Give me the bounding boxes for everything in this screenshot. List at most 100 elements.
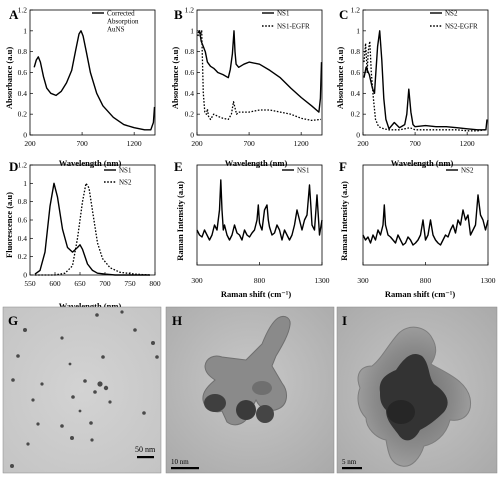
x-tick-label: 700 xyxy=(409,139,421,148)
series-line-2 xyxy=(197,30,322,122)
scale-label-g: 50 nm xyxy=(135,445,156,454)
y-tick-label: 0.2 xyxy=(185,110,195,119)
series-line-1 xyxy=(196,179,323,241)
x-tick-label: 700 xyxy=(243,139,255,148)
axis-ylabel-d: Fluorescence (a.u) xyxy=(4,192,14,258)
y-tick-label: 0 xyxy=(190,131,194,140)
nanostar-particles xyxy=(10,310,159,468)
panel-letter-d: D xyxy=(9,159,18,174)
y-tick-label: 0.4 xyxy=(18,234,28,243)
y-tick-label: 1.2 xyxy=(18,6,28,15)
legend-label: NS2 xyxy=(119,179,132,187)
y-tick-label: 0.4 xyxy=(351,89,361,98)
x-tick-label: 550 xyxy=(24,279,36,288)
y-tick-label: 0.2 xyxy=(18,252,28,261)
x-tick-label: 200 xyxy=(24,139,36,148)
scale-bar-i xyxy=(342,467,362,470)
axis-ylabel-c: Absorbance (a.u) xyxy=(335,47,345,110)
y-tick-label: 1 xyxy=(356,26,360,35)
tem-panel-i: 5 nm I xyxy=(336,306,498,474)
series-line-1 xyxy=(34,182,150,276)
y-tick-label: 1.2 xyxy=(351,6,361,15)
axis-xlabel-b: Wavelength (nm) xyxy=(225,158,288,168)
x-tick-label: 1200 xyxy=(127,139,142,148)
y-tick-label: 0.6 xyxy=(185,68,195,77)
legend-label: NS1 xyxy=(119,167,132,175)
x-tick-label: 750 xyxy=(124,279,136,288)
series-line-1 xyxy=(197,30,323,113)
axis-ylabel-f: Raman Intensity (a.u) xyxy=(339,181,349,261)
axis-xlabel-d: Wavelength (nm) xyxy=(59,301,122,311)
axis-xlabel-f: Raman shift (cm⁻¹) xyxy=(385,289,455,299)
x-tick-label: 800 xyxy=(149,279,161,288)
scale-label-h: 10 nm xyxy=(171,458,189,466)
y-tick-label: 1.2 xyxy=(185,6,195,15)
legend-label: NS1 xyxy=(297,167,310,175)
x-tick-label: 1300 xyxy=(315,276,330,285)
axis-ylabel-b: Absorbance (a.u) xyxy=(170,47,180,110)
panel-letter-g: G xyxy=(8,313,18,328)
nanostar-h xyxy=(202,315,291,426)
x-tick-label: 800 xyxy=(420,276,432,285)
y-tick-label: 0.8 xyxy=(185,47,195,56)
panel-letter-e: E xyxy=(174,159,183,174)
x-tick-label: 300 xyxy=(191,276,203,285)
axis-ylabel-a: Absorbance (a.u) xyxy=(4,47,14,110)
legend-label: NS1 xyxy=(277,10,290,18)
scale-bar-h xyxy=(171,467,199,470)
chart-panel-f: 300 800 1300 NS2 xyxy=(357,164,496,285)
y-tick-label: 0.8 xyxy=(18,197,28,206)
y-tick-label: 0 xyxy=(23,131,27,140)
y-tick-label: 0.6 xyxy=(18,216,28,225)
x-tick-label: 700 xyxy=(76,139,88,148)
chart-panel-b: 200 700 1200 0 0.2 0.4 0.6 0.8 1 1.2 NS1 NS1-EGFR xyxy=(185,6,323,148)
panel-letter-c: C xyxy=(339,7,348,22)
x-tick-label: 800 xyxy=(254,276,266,285)
legend-label: NS2 xyxy=(445,10,458,18)
series-line-2 xyxy=(35,182,151,276)
legend-label: NS1-EGFR xyxy=(277,23,310,31)
y-tick-label: 0.8 xyxy=(351,47,361,56)
y-tick-label: 0.4 xyxy=(185,89,195,98)
scale-label-i: 5 nm xyxy=(342,458,357,466)
scale-bar-g xyxy=(137,456,154,459)
x-tick-label: 700 xyxy=(99,279,111,288)
x-tick-label: 1300 xyxy=(481,276,496,285)
y-tick-label: 0 xyxy=(356,131,360,140)
tem-panel-h: 10 nm H xyxy=(165,306,335,474)
x-tick-label: 300 xyxy=(357,276,369,285)
panel-letter-f: F xyxy=(339,159,347,174)
x-tick-label: 200 xyxy=(357,139,369,148)
legend-label: NS2-EGFR xyxy=(445,23,478,31)
panel-letter-h: H xyxy=(172,313,182,328)
axis-xlabel-a: Wavelength (nm) xyxy=(59,158,122,168)
legend-label: Absorption xyxy=(107,18,139,26)
chart-panel-d: 550 600 650 700 750 800 0 0.2 0.4 0.6 0.8 1 1.2 NS1 NS… xyxy=(18,161,161,289)
legend-label: NS2 xyxy=(461,167,474,175)
series-line-1 xyxy=(363,30,488,131)
series-line-2 xyxy=(363,40,486,132)
chart-panel-e: 300 800 1300 NS1 xyxy=(191,164,330,285)
chart-panel-c: 200 700 1200 0 0.2 0.4 0.6 0.8 1 1.2 NS2 NS2-EGFR xyxy=(351,6,489,148)
tem-panel-g: 50 nm G xyxy=(2,306,162,474)
y-tick-label: 0 xyxy=(23,271,27,280)
y-tick-label: 0.2 xyxy=(351,110,361,119)
chart-panel-a: 200 700 1200 0 0.2 0.4 0.6 0.8 1 1.2 CorrectedAbso… xyxy=(18,6,156,148)
axis-xlabel-c: Wavelength (nm) xyxy=(391,158,454,168)
x-tick-label: 200 xyxy=(191,139,203,148)
x-tick-label: 650 xyxy=(74,279,86,288)
y-tick-label: 1 xyxy=(23,26,27,35)
axis-xlabel-e: Raman shift (cm⁻¹) xyxy=(221,289,291,299)
y-tick-label: 0.4 xyxy=(18,89,28,98)
y-tick-label: 0.6 xyxy=(351,68,361,77)
y-tick-label: 0.2 xyxy=(18,110,28,119)
y-tick-label: 1 xyxy=(190,26,194,35)
x-tick-label: 600 xyxy=(49,279,61,288)
series-line-1 xyxy=(362,194,489,246)
axis-ylabel-e: Raman Intensity (a.u) xyxy=(175,181,185,261)
legend-label: Corrected xyxy=(107,10,135,18)
legend-label: AuNS xyxy=(107,26,125,34)
series-line-1 xyxy=(33,30,156,131)
x-tick-label: 1200 xyxy=(294,139,309,148)
